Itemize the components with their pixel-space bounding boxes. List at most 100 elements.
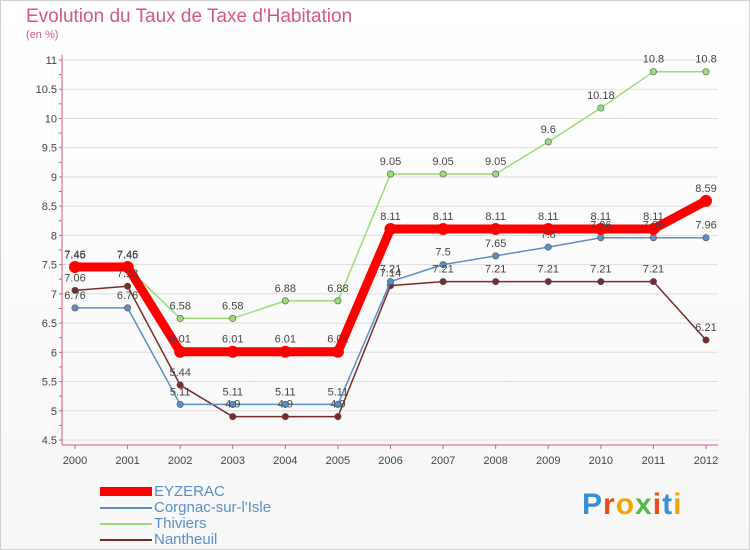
data-point <box>281 297 289 305</box>
data-point <box>542 222 555 235</box>
y-tick-label: 7.5 <box>42 260 57 272</box>
data-point <box>281 413 289 421</box>
data-point <box>176 381 184 389</box>
x-tick-label: 2010 <box>589 455 613 467</box>
legend-swatch <box>100 507 152 509</box>
data-label: 6.58 <box>222 300 243 312</box>
y-tick-label: 8 <box>51 230 57 242</box>
data-point <box>176 400 184 408</box>
data-label: 7.21 <box>590 264 611 276</box>
data-label: 8.11 <box>485 211 506 223</box>
data-labels: 7.06 7.135.444.9 4.9 4.97.14 7.21 7.21 7.21 7.2… <box>64 54 716 411</box>
legend-swatch <box>100 523 152 525</box>
data-point <box>229 413 237 421</box>
legend-label: Thiviers <box>154 515 207 532</box>
data-label: 7.46 <box>64 249 85 261</box>
data-label: 7.21 <box>380 264 401 276</box>
data-point <box>597 278 605 286</box>
data-point <box>700 194 712 207</box>
x-tick-label: 2002 <box>168 455 192 467</box>
data-label: 7.21 <box>538 264 559 276</box>
data-label: 6.01 <box>222 334 243 346</box>
data-point <box>702 336 710 344</box>
data-label: 9.05 <box>380 156 401 168</box>
data-label: 7.65 <box>485 238 506 250</box>
data-point <box>121 260 134 273</box>
data-point <box>69 260 81 273</box>
grid-lines <box>62 59 718 441</box>
y-tick-label: 8.5 <box>42 201 57 213</box>
data-label: 10.8 <box>643 54 664 66</box>
data-point <box>279 345 292 358</box>
x-tick-label: 2008 <box>483 455 507 467</box>
y-tick-label: 9 <box>51 172 57 184</box>
data-point <box>492 170 500 178</box>
data-label: 5.11 <box>222 386 243 398</box>
data-label: 9.6 <box>541 124 556 136</box>
x-tick-label: 2007 <box>431 455 455 467</box>
data-label: 5.44 <box>169 367 190 379</box>
y-tick-label: 7 <box>51 289 57 301</box>
data-label: 8.59 <box>695 183 716 195</box>
y-tick-label: 6.5 <box>42 318 57 330</box>
data-label: 7.21 <box>643 264 664 276</box>
y-tick-label: 6 <box>51 347 57 359</box>
data-point <box>334 413 342 421</box>
data-point <box>594 222 607 235</box>
chart-subtitle: (en %) <box>26 29 59 41</box>
x-tick-label: 2000 <box>63 455 87 467</box>
data-label: 8.11 <box>538 211 559 223</box>
legend-label: Nantheuil <box>154 531 218 548</box>
data-point <box>331 345 344 358</box>
data-label: 6.76 <box>64 290 85 302</box>
data-point <box>437 222 450 235</box>
x-tick-label: 2011 <box>642 455 666 467</box>
data-label: 4.9 <box>330 399 345 411</box>
data-point <box>124 282 132 290</box>
data-point <box>71 286 79 294</box>
proxiti-logo: Proxiti <box>582 488 683 521</box>
data-point <box>544 243 552 251</box>
data-label: 4.9 <box>225 399 240 411</box>
y-tick-label: 10 <box>45 113 57 125</box>
data-label: 6.01 <box>275 334 296 346</box>
data-label: 5.11 <box>170 386 191 398</box>
data-label: 10.18 <box>587 90 615 102</box>
data-point <box>544 278 552 286</box>
data-label: 9.05 <box>485 156 506 168</box>
y-tick-label: 5 <box>51 406 57 418</box>
data-label: 7.96 <box>590 220 611 232</box>
y-tick-label: 4.5 <box>42 435 57 447</box>
data-label: 10.8 <box>695 54 716 66</box>
data-label: 7.06 <box>64 272 85 284</box>
x-tick-label: 2006 <box>378 455 402 467</box>
data-point <box>702 68 710 76</box>
legend-swatch <box>100 487 152 496</box>
data-point <box>174 345 187 358</box>
chart-title: Evolution du Taux de Taxe d'Habitation <box>26 6 353 27</box>
x-tick-label: 2001 <box>115 455 139 467</box>
data-label: 8.11 <box>380 211 401 223</box>
data-point <box>176 314 184 322</box>
data-point <box>439 261 447 269</box>
data-label: 6.01 <box>169 334 190 346</box>
data-point <box>544 138 552 146</box>
data-label: 6.76 <box>117 290 138 302</box>
data-point <box>334 400 342 408</box>
y-tick-label: 10.5 <box>36 84 57 96</box>
data-label: 7.21 <box>485 264 506 276</box>
data-point <box>281 400 289 408</box>
series-group <box>69 68 712 421</box>
x-tick-label: 2005 <box>326 455 350 467</box>
data-label: 5.11 <box>328 386 349 398</box>
data-point <box>384 222 397 235</box>
data-point <box>439 278 447 286</box>
data-label: 7.21 <box>432 264 453 276</box>
data-point <box>597 104 605 112</box>
data-label: 7.96 <box>643 220 664 232</box>
data-label: 6.88 <box>327 283 348 295</box>
data-label: 5.11 <box>275 386 296 398</box>
data-point <box>649 234 657 242</box>
